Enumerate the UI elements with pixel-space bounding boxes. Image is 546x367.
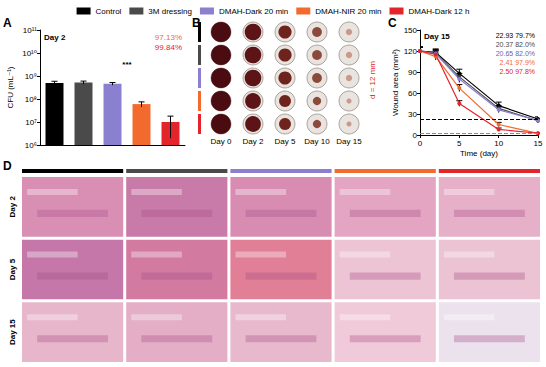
svg-text:***: *** xyxy=(122,60,132,69)
svg-text:97.13%: 97.13% xyxy=(155,33,182,42)
svg-text:Day 5: Day 5 xyxy=(275,137,296,146)
svg-text:DMAH-NIR 20 min: DMAH-NIR 20 min xyxy=(315,7,381,16)
svg-text:60: 60 xyxy=(408,89,417,98)
svg-text:Day 2: Day 2 xyxy=(243,137,264,146)
svg-text:Day 15: Day 15 xyxy=(8,319,17,345)
svg-text:Day 15: Day 15 xyxy=(424,32,450,41)
svg-text:15: 15 xyxy=(534,139,543,148)
svg-text:30: 30 xyxy=(408,110,417,119)
svg-text:Wound area (mm²): Wound area (mm²) xyxy=(391,49,400,116)
svg-text:Day 15: Day 15 xyxy=(336,137,362,146)
svg-text:0: 0 xyxy=(418,139,423,148)
svg-text:20.37 82.0%: 20.37 82.0% xyxy=(496,41,535,48)
svg-text:10⁶: 10⁶ xyxy=(25,141,37,150)
svg-text:Control: Control xyxy=(96,7,122,16)
svg-text:10¹⁰: 10¹⁰ xyxy=(22,49,37,58)
svg-text:22.93 79.7%: 22.93 79.7% xyxy=(496,32,535,39)
svg-text:Time (day): Time (day) xyxy=(460,149,498,158)
svg-text:Day 2: Day 2 xyxy=(8,196,17,218)
svg-text:A: A xyxy=(3,16,12,30)
svg-text:10¹¹: 10¹¹ xyxy=(23,26,38,35)
svg-text:Day 0: Day 0 xyxy=(211,137,232,146)
svg-text:B: B xyxy=(192,16,201,30)
svg-text:10⁸: 10⁸ xyxy=(25,95,37,104)
svg-text:D: D xyxy=(3,159,12,173)
svg-text:0: 0 xyxy=(412,130,417,140)
svg-text:Day 10: Day 10 xyxy=(304,137,330,146)
svg-text:2.50 97.8%: 2.50 97.8% xyxy=(500,68,535,75)
svg-text:Day 2: Day 2 xyxy=(44,33,66,42)
svg-text:Day 5: Day 5 xyxy=(8,258,17,280)
svg-text:DMAH-Dark 12 h: DMAH-Dark 12 h xyxy=(409,7,470,16)
svg-text:20.65 82.0%: 20.65 82.0% xyxy=(496,50,535,57)
svg-text:2.41 97.9%: 2.41 97.9% xyxy=(500,59,535,66)
svg-text:90: 90 xyxy=(408,68,417,77)
svg-text:DMAH-Dark 20 min: DMAH-Dark 20 min xyxy=(219,7,288,16)
svg-text:d = 12 mm: d = 12 mm xyxy=(368,61,377,99)
svg-text:99.84%: 99.84% xyxy=(155,43,182,52)
svg-text:CFU (mL⁻¹): CFU (mL⁻¹) xyxy=(6,66,15,108)
svg-text:5: 5 xyxy=(457,139,462,148)
svg-text:C: C xyxy=(388,16,397,30)
svg-text:10: 10 xyxy=(494,139,503,148)
svg-text:10⁹: 10⁹ xyxy=(25,72,37,81)
svg-text:10⁷: 10⁷ xyxy=(25,118,37,127)
svg-text:150: 150 xyxy=(404,26,418,35)
svg-text:3M dressing: 3M dressing xyxy=(148,7,192,16)
svg-text:120: 120 xyxy=(404,47,418,56)
